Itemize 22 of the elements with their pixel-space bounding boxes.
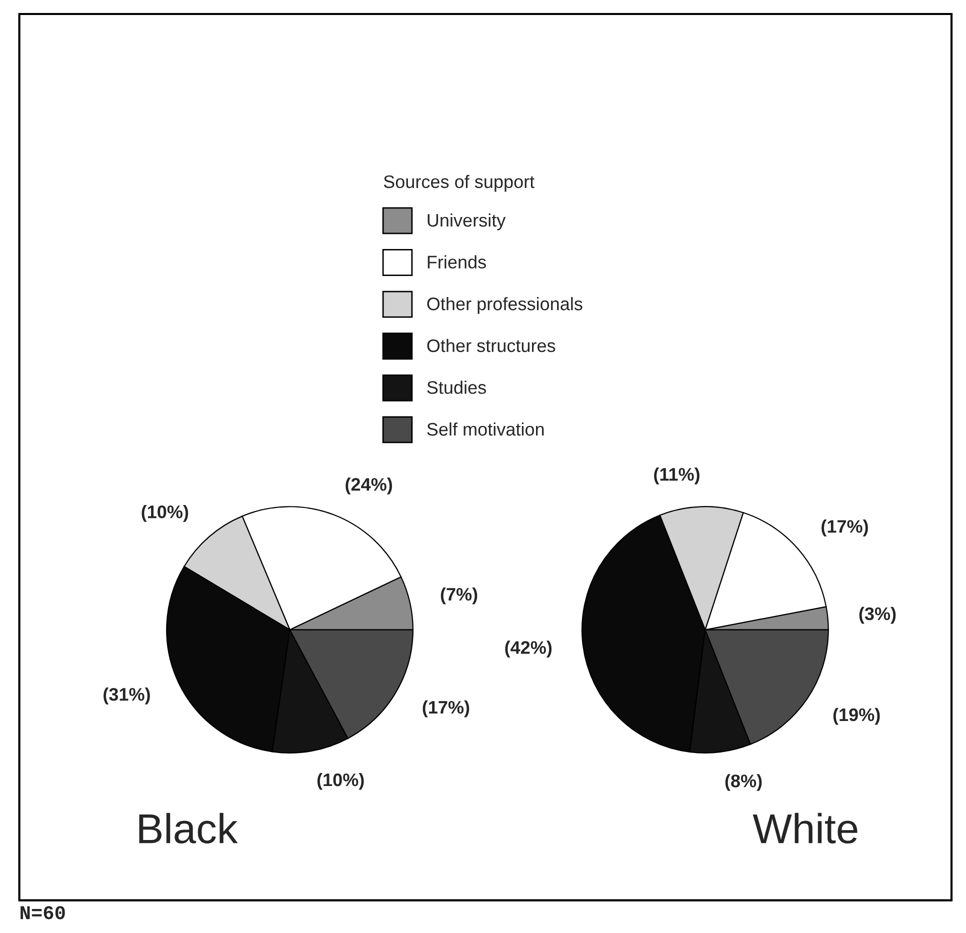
data-label: (10%) <box>317 772 364 790</box>
data-label: (31%) <box>104 688 150 704</box>
legend-label: Friends <box>428 255 486 269</box>
data-label: (19%) <box>833 708 880 725</box>
legend-label: Self motivation <box>427 422 544 436</box>
data-label: (3%) <box>859 606 896 624</box>
legend-label: Other professionals <box>427 297 582 314</box>
data-label: (24%) <box>346 478 392 494</box>
data-label: (8%) <box>725 774 762 791</box>
data-label: (7%) <box>440 587 478 604</box>
data-label: (42%) <box>505 640 552 658</box>
data-label: (17%) <box>822 520 868 536</box>
data-label: (10%) <box>142 505 188 522</box>
legend-title: Sources of support <box>384 174 534 192</box>
text: N=60 <box>20 906 65 920</box>
legend-label: University <box>428 213 506 230</box>
legend-label: Other structures <box>427 338 556 352</box>
data-label: (11%) <box>654 467 700 484</box>
text: White <box>752 812 858 844</box>
legend-label: Studies <box>427 380 486 394</box>
text: Black <box>139 812 238 844</box>
data-label: (17%) <box>422 700 470 718</box>
